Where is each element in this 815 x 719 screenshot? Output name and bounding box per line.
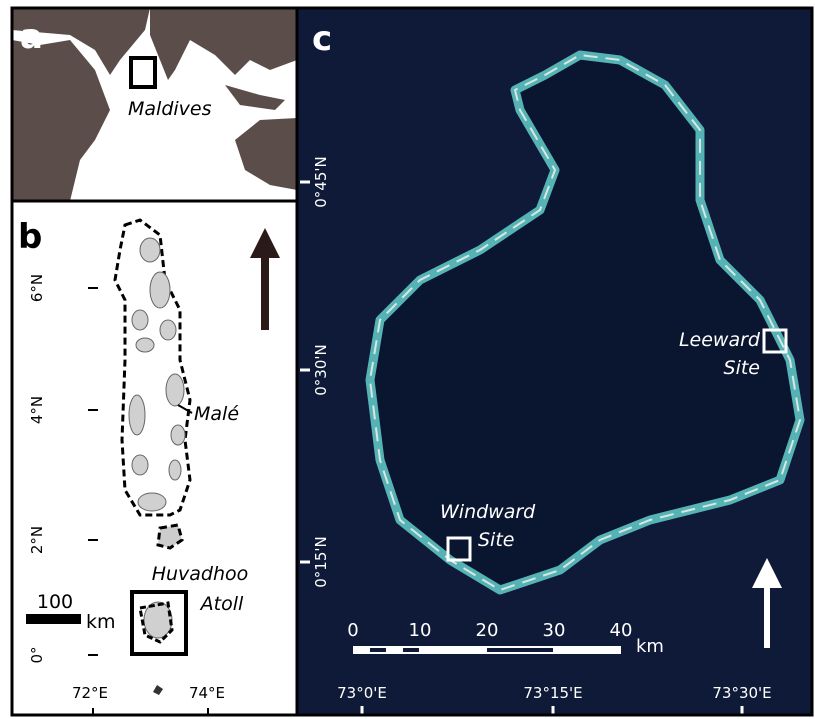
scale-length: 100 [37,591,73,613]
atoll-label: Huvadhoo [152,563,249,585]
lon-label: 74°E [189,684,225,702]
scale-unit: km [636,636,664,657]
scale-label: 20 [476,620,499,641]
panel-letter: a [20,17,43,57]
scale-segment [403,648,419,652]
lat-label: 6°N [28,274,46,302]
scale-label: 40 [610,620,633,641]
atoll [140,238,160,262]
panel-a: a Maldives [12,8,297,201]
panel-letter: c [312,19,332,59]
atoll [132,455,148,475]
atoll-label: Atoll [199,593,244,615]
atoll [136,338,154,352]
scale-label: 10 [409,620,432,641]
scale-label: 30 [543,620,566,641]
lon-label: 73°30'E [712,684,771,702]
atoll [138,493,166,511]
lon-label: 73°15'E [523,684,582,702]
atoll [169,460,181,480]
site-label: Site [724,357,760,379]
lat-label: 0°30'N [312,344,330,395]
lon-label: 73°0'E [337,684,387,702]
atoll [171,425,185,445]
scale-bar [26,614,81,624]
panel-letter: b [18,217,42,257]
lat-label: 2°N [28,526,46,554]
scale-segment [370,648,386,652]
lon-label: 72°E [72,684,108,702]
figure: a Maldives [0,0,815,719]
site-label: Leeward [679,329,761,351]
region-label: Maldives [128,98,212,120]
lat-label: 0° [28,646,46,663]
site-label: Site [478,529,514,551]
site-label: Windward [440,501,536,523]
atoll [166,374,184,406]
lat-label: 4°N [28,396,46,424]
scale-segment [487,648,553,652]
atoll [160,320,176,340]
atoll [150,272,170,308]
capital-label: Malé [194,403,239,425]
atoll [129,395,145,435]
lat-label: 0°45'N [312,156,330,207]
panel-b: b Malé Huvadhoo Atoll 100 km 6°N 4°N 2°N… [12,201,297,715]
scale-unit: km [86,611,116,633]
panel-c: c Leeward Site Windward Site 0 10 20 30 … [297,8,812,715]
lat-label: 0°15'N [312,536,330,587]
scale-label: 0 [347,620,358,641]
atoll [132,310,148,330]
